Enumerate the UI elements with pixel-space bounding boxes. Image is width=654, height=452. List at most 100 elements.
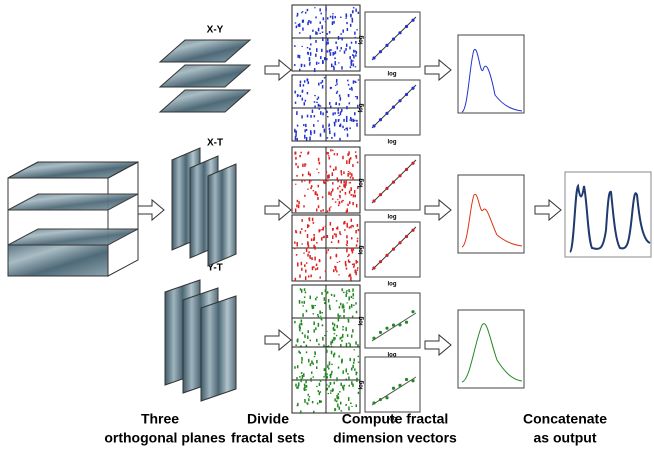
loglog-point — [385, 326, 389, 330]
fractal-point — [318, 107, 321, 110]
fractal-point — [306, 234, 309, 238]
fractal-point — [354, 31, 356, 35]
fractal-point — [298, 299, 301, 304]
fractal-point — [326, 137, 329, 139]
fractal-point — [296, 137, 298, 141]
fractal-point — [324, 270, 327, 273]
fractal-point — [336, 90, 339, 93]
fractal-point — [316, 359, 318, 364]
fractal-point — [348, 182, 351, 184]
fractal-point — [336, 83, 338, 85]
fractal-point — [325, 151, 328, 155]
fractal-point — [348, 317, 350, 319]
fractal-point — [310, 185, 313, 188]
fractal-point — [350, 367, 353, 371]
fractal-point — [355, 8, 357, 12]
fractal-point — [347, 203, 349, 206]
fractal-point — [297, 23, 300, 27]
fractal-point — [348, 102, 351, 105]
xt-plane — [207, 163, 237, 267]
fractal-point — [346, 208, 349, 213]
fractal-point — [352, 80, 355, 84]
fractal-point — [350, 295, 353, 299]
fractal-point — [351, 315, 354, 318]
fractal-point — [316, 101, 318, 104]
plane-label: X-Y — [207, 25, 224, 36]
fractal-point — [348, 158, 351, 163]
fractal-point — [305, 380, 307, 384]
fractal-point — [303, 288, 306, 291]
fractal-point — [346, 133, 349, 137]
fractal-point — [309, 52, 312, 56]
fractal-point — [314, 351, 316, 353]
fractal-point — [352, 63, 355, 67]
fractal-point — [329, 130, 331, 135]
fractal-point — [315, 297, 317, 301]
arrow — [264, 58, 292, 82]
fractal-point — [338, 315, 340, 319]
fractal-point — [329, 374, 332, 379]
fractal-point — [326, 349, 328, 353]
fractal-point — [343, 180, 345, 184]
fractal-point — [323, 179, 325, 184]
fractal-point — [299, 323, 301, 325]
fractal-point — [328, 102, 331, 105]
fractal-point — [311, 400, 314, 404]
fractal-point — [303, 252, 305, 254]
fractal-point — [314, 256, 316, 261]
fractal-point — [345, 179, 347, 184]
fractal-point — [350, 59, 353, 64]
fractal-point — [329, 52, 332, 56]
fractal-point — [301, 97, 304, 101]
fractal-point — [338, 94, 341, 97]
fractal-point — [315, 16, 317, 19]
fractal-point — [324, 335, 326, 337]
fractal-point — [354, 50, 357, 52]
fractal-point — [332, 228, 334, 230]
fractal-point — [327, 392, 330, 395]
fractal-point — [299, 94, 302, 98]
fractal-point — [327, 38, 329, 42]
fractal-point — [348, 342, 350, 344]
fractal-point — [357, 361, 360, 363]
fractal-point — [313, 130, 316, 134]
fractal-point — [330, 350, 333, 355]
fractal-point — [327, 115, 329, 118]
loglog-point — [391, 247, 396, 251]
fractal-point — [329, 382, 332, 384]
fractal-point — [294, 138, 297, 141]
fractal-point — [341, 359, 343, 364]
fractal-point — [345, 267, 348, 270]
fractal-point — [339, 391, 341, 393]
fractal-point — [309, 173, 311, 177]
fractal-point — [307, 21, 309, 26]
loglog-point — [398, 99, 402, 103]
fractal-point — [310, 187, 312, 190]
axis-label: log — [359, 316, 365, 325]
fractal-point — [340, 336, 343, 339]
loglog-point — [385, 111, 389, 115]
fractal-point — [295, 163, 297, 166]
fractal-point — [336, 153, 339, 156]
fractal-point — [314, 191, 317, 196]
density-plot — [457, 34, 525, 114]
fractal-point — [298, 32, 301, 34]
fractal-point — [330, 87, 333, 89]
fractal-point — [356, 122, 358, 127]
fractal-point — [338, 114, 340, 116]
fractal-point — [336, 199, 339, 201]
fractal-point — [316, 338, 318, 342]
fractal-point — [329, 86, 332, 90]
fractal-point — [318, 82, 320, 86]
fractal-point — [342, 155, 344, 160]
fractal-point — [333, 269, 335, 273]
fractal-point — [316, 98, 319, 100]
fractal-point — [335, 334, 338, 337]
yt-plane — [200, 295, 237, 402]
fractal-point — [350, 218, 353, 222]
loglog-point — [404, 377, 409, 382]
fractal-point — [348, 289, 350, 292]
fractal-point — [329, 382, 332, 386]
fractal-point — [352, 54, 354, 57]
fractal-point — [345, 48, 347, 51]
